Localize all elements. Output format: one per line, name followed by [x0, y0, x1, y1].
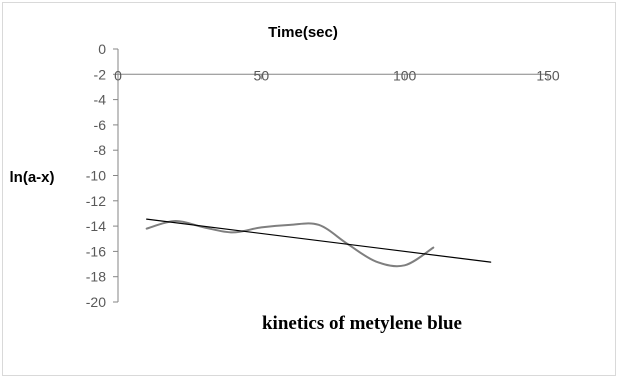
y-tick-label: -6	[94, 117, 107, 133]
y-tick-label: -14	[86, 218, 106, 234]
x-axis-title: Time(sec)	[268, 24, 338, 41]
axes: 0 -2 -4 -6 -8 -10 -12 -14 -16 -18 -20 0 50 100 150	[86, 41, 560, 310]
y-tick-label: -4	[94, 92, 107, 108]
y-tick-label: -18	[86, 269, 106, 285]
series-group	[145, 218, 492, 268]
x-tick-label: 50	[254, 67, 270, 83]
data-series-line	[145, 220, 435, 268]
y-tick-label: -20	[86, 294, 106, 310]
chart-caption: kinetics of metylene blue	[262, 313, 462, 334]
x-tick-label: 100	[393, 67, 417, 83]
y-tick-label: -2	[94, 66, 107, 82]
x-tick-label: 0	[114, 67, 122, 83]
y-tick-label: -8	[94, 142, 107, 158]
y-tick-label: -16	[86, 243, 106, 259]
y-axis-title: ln(a-x)	[10, 169, 55, 186]
x-tick-label: 150	[536, 67, 560, 83]
y-tick-label: -10	[86, 168, 106, 184]
y-tick-label: -12	[86, 193, 106, 209]
chart-frame	[2, 2, 616, 376]
y-tick-label: 0	[98, 41, 106, 57]
trend-line	[146, 218, 492, 263]
